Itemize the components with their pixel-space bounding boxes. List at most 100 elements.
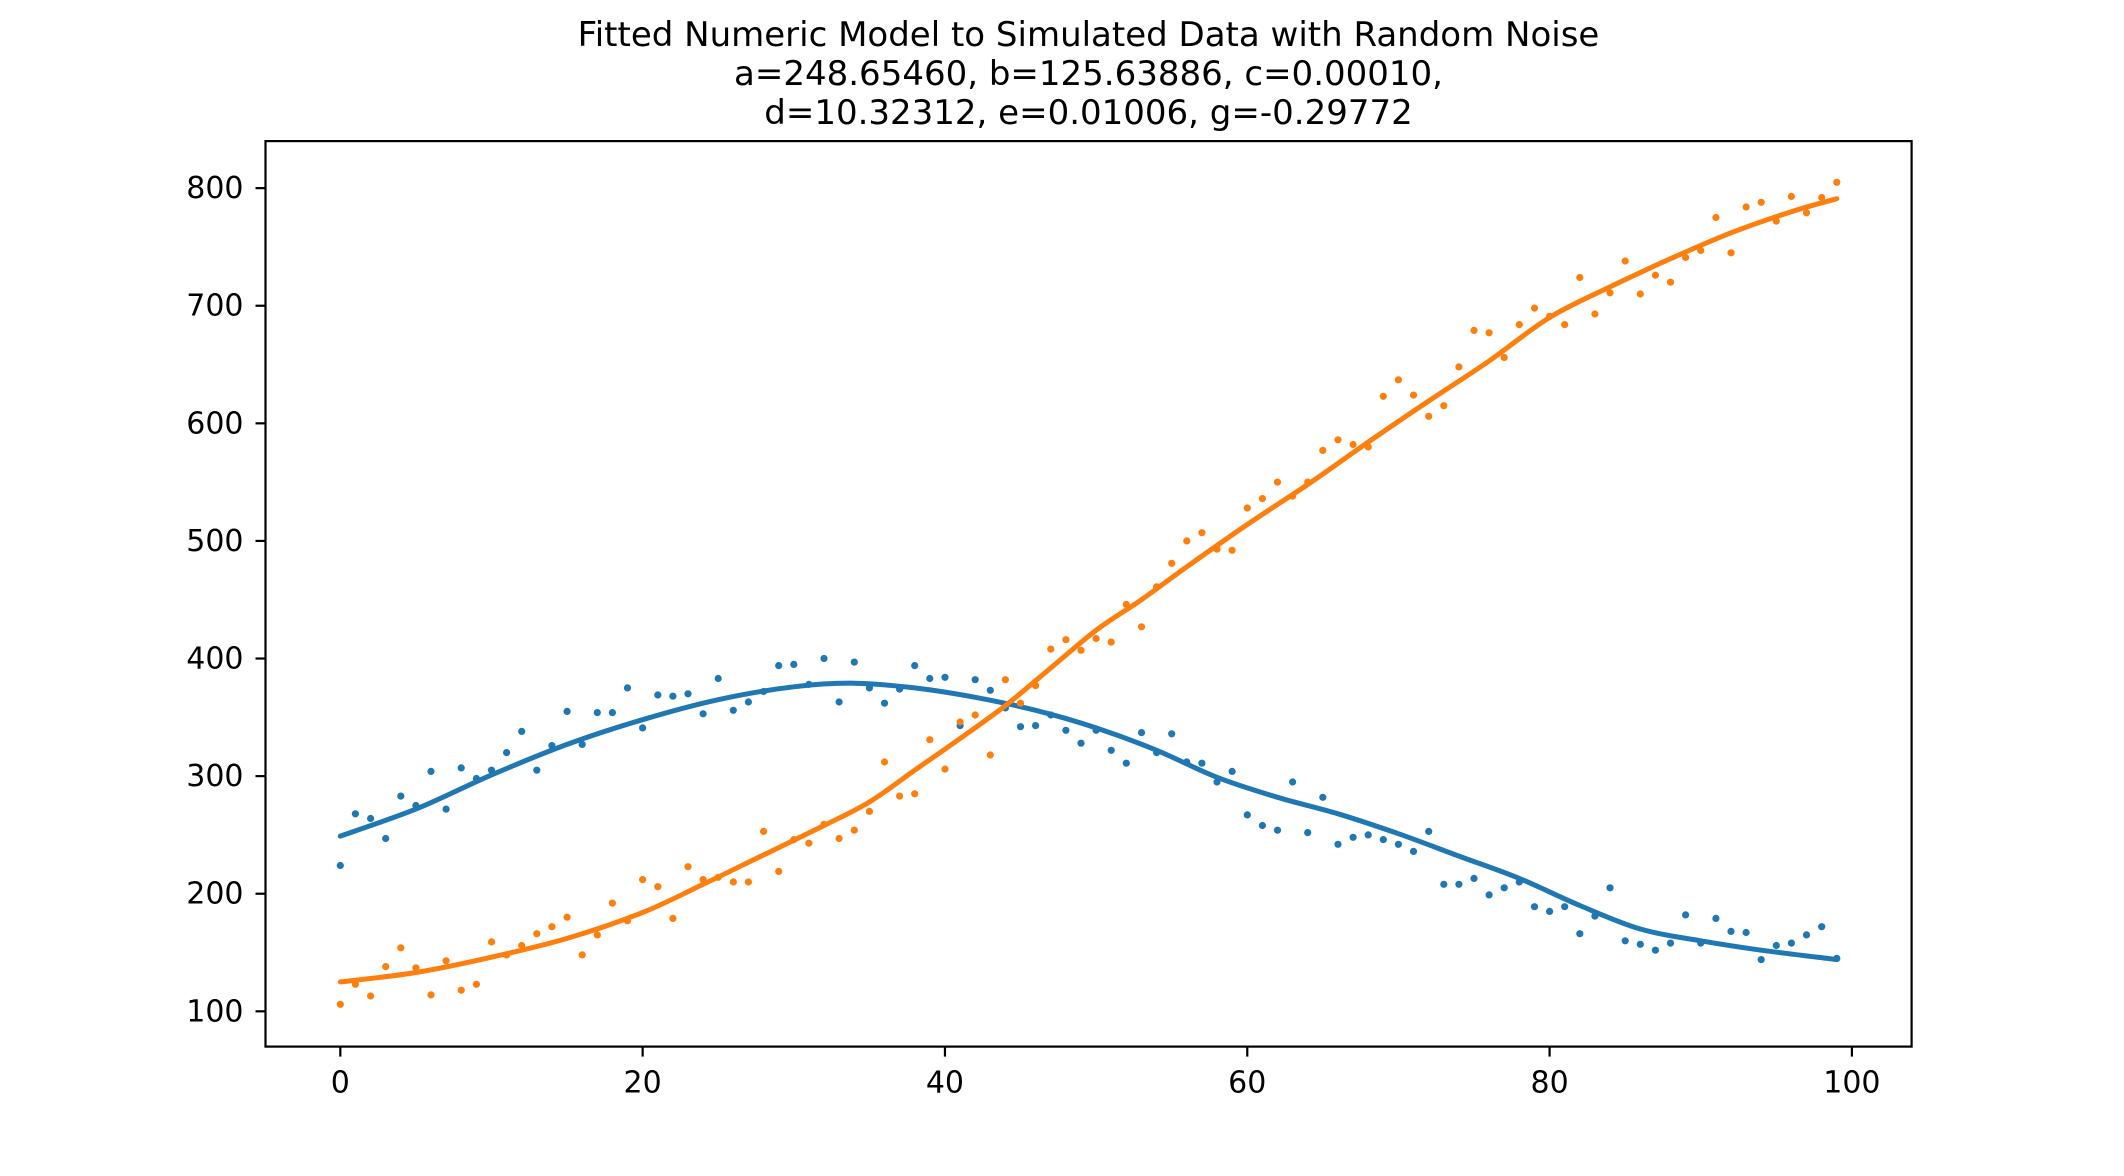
y-tick-label: 700 bbox=[186, 289, 243, 324]
data-point bbox=[1394, 840, 1402, 848]
data-point bbox=[1833, 178, 1841, 186]
data-point bbox=[744, 878, 753, 886]
series1-fit bbox=[337, 680, 1840, 963]
data-point bbox=[1636, 290, 1644, 298]
y-axis: 100 200 300 400 500 600 700 800 bbox=[186, 171, 266, 1029]
data-point bbox=[457, 986, 465, 994]
data-point bbox=[669, 914, 677, 923]
data-point bbox=[1379, 392, 1387, 400]
y-tick-label: 300 bbox=[186, 759, 243, 794]
data-point bbox=[1712, 213, 1720, 222]
data-point bbox=[880, 699, 889, 707]
data-point bbox=[336, 1000, 344, 1008]
data-point bbox=[1440, 402, 1448, 410]
data-point bbox=[548, 923, 556, 931]
data-point bbox=[1379, 836, 1387, 844]
data-point bbox=[1500, 353, 1508, 362]
data-point bbox=[850, 826, 858, 834]
data-point bbox=[487, 938, 496, 946]
data-point bbox=[397, 944, 405, 952]
data-point bbox=[578, 740, 586, 749]
data-point bbox=[1500, 884, 1508, 892]
data-point bbox=[775, 867, 783, 876]
data-point bbox=[593, 709, 601, 717]
data-point bbox=[1289, 778, 1297, 786]
data-point bbox=[1727, 927, 1735, 936]
data-point bbox=[1515, 321, 1523, 329]
data-point bbox=[1183, 537, 1191, 545]
data-point bbox=[1440, 880, 1448, 888]
data-point bbox=[684, 863, 692, 871]
data-point bbox=[1757, 956, 1765, 964]
data-point bbox=[1712, 914, 1720, 923]
data-point bbox=[760, 827, 768, 836]
data-point bbox=[1273, 826, 1282, 834]
data-point bbox=[805, 839, 813, 847]
data-point bbox=[1606, 884, 1614, 892]
data-point bbox=[1107, 638, 1115, 646]
data-point bbox=[941, 673, 949, 681]
data-point bbox=[1636, 940, 1644, 948]
data-point bbox=[744, 698, 753, 706]
data-point bbox=[1606, 289, 1614, 297]
data-point bbox=[956, 718, 964, 726]
data-point bbox=[1425, 827, 1433, 836]
data-point bbox=[1349, 833, 1357, 841]
data-point bbox=[367, 814, 375, 823]
plot-border bbox=[264, 140, 1913, 1048]
data-point bbox=[1243, 811, 1251, 819]
data-point bbox=[1651, 271, 1659, 279]
y-tick-label: 600 bbox=[186, 406, 243, 441]
data-point bbox=[790, 660, 798, 669]
data-point bbox=[1243, 504, 1251, 512]
data-point bbox=[911, 662, 919, 670]
data-point bbox=[1032, 722, 1040, 730]
data-point bbox=[654, 883, 662, 891]
data-point bbox=[1122, 759, 1130, 767]
data-point bbox=[1047, 645, 1055, 653]
data-point bbox=[427, 991, 435, 999]
data-point bbox=[1470, 874, 1478, 883]
data-point bbox=[563, 707, 571, 716]
data-point bbox=[1258, 495, 1266, 503]
data-point bbox=[654, 691, 662, 699]
data-point bbox=[1228, 546, 1236, 554]
data-point bbox=[518, 727, 526, 736]
data-point bbox=[1576, 273, 1584, 282]
data-point bbox=[986, 686, 994, 694]
title-line-3: d=10.32312, e=0.01006, g=-0.29772 bbox=[764, 93, 1412, 133]
data-point bbox=[1682, 253, 1690, 262]
data-point bbox=[714, 674, 722, 683]
data-point bbox=[1077, 646, 1085, 654]
data-point bbox=[1470, 326, 1478, 334]
data-point bbox=[1016, 723, 1025, 731]
data-point bbox=[1682, 911, 1690, 919]
data-point bbox=[1198, 529, 1206, 537]
data-point bbox=[367, 992, 375, 1000]
data-point bbox=[608, 709, 617, 717]
data-point bbox=[669, 692, 677, 700]
data-point bbox=[986, 751, 994, 759]
data-point bbox=[926, 674, 934, 683]
title-line-1: Fitted Numeric Model to Simulated Data w… bbox=[578, 15, 1600, 55]
data-point bbox=[1561, 321, 1569, 329]
data-point bbox=[472, 980, 480, 988]
data-point bbox=[1818, 923, 1826, 931]
data-point bbox=[1137, 623, 1146, 631]
data-point bbox=[1666, 939, 1675, 947]
data-point bbox=[684, 690, 692, 698]
data-point bbox=[1425, 412, 1433, 420]
data-point bbox=[865, 807, 874, 816]
data-point bbox=[1137, 729, 1146, 737]
data-point bbox=[1168, 559, 1176, 567]
data-point bbox=[351, 810, 359, 818]
data-point bbox=[1455, 363, 1463, 371]
series-layer bbox=[336, 178, 1841, 1008]
data-point bbox=[1304, 829, 1312, 837]
data-point bbox=[729, 878, 737, 886]
x-tick-label: 0 bbox=[331, 1066, 350, 1101]
data-point bbox=[941, 765, 949, 773]
data-point bbox=[639, 724, 647, 732]
data-point bbox=[1530, 903, 1539, 911]
data-point bbox=[1062, 636, 1070, 644]
